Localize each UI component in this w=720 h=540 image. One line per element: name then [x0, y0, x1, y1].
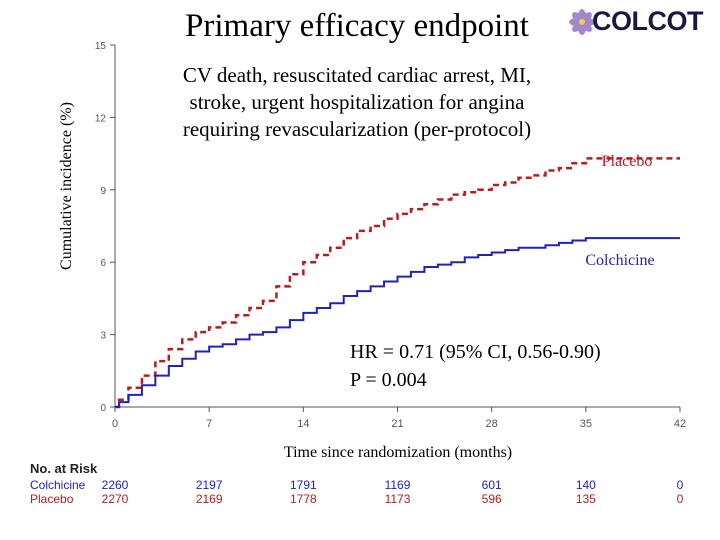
x-tick-label: 28 — [486, 418, 498, 430]
risk-cell: 1173 — [385, 492, 411, 506]
y-tick-label: 15 — [95, 41, 107, 52]
risk-cell: 2197 — [196, 478, 223, 492]
risk-cell: 140 — [576, 478, 596, 492]
y-tick-label: 0 — [100, 403, 106, 414]
subtitle-line-1: CV death, resuscitated cardiac arrest, M… — [183, 63, 531, 87]
y-axis-label: Cumulative incidence (%) — [58, 102, 75, 270]
logo-text: COLCOT — [592, 6, 704, 36]
risk-cell: 1169 — [385, 478, 411, 492]
x-axis-label: Time since randomization (months) — [284, 444, 512, 461]
label-colchicine: Colchicine — [585, 252, 654, 269]
risk-cell: 2260 — [102, 478, 129, 492]
risk-cell: 1778 — [290, 492, 317, 506]
page-title: Primary efficacy endpoint — [185, 8, 529, 44]
risk-row-label: Colchicine — [30, 478, 86, 492]
series-colchicine — [115, 237, 680, 408]
x-tick-label: 7 — [206, 418, 212, 430]
y-tick-label: 6 — [100, 258, 106, 269]
risk-cell: 2169 — [196, 492, 223, 506]
risk-cell: 135 — [576, 492, 596, 506]
x-tick-label: 0 — [112, 418, 118, 430]
x-tick-label: 42 — [674, 418, 686, 430]
x-tick-label: 21 — [391, 418, 403, 430]
label-placebo: Placebo — [602, 153, 653, 170]
risk-cell: 1791 — [290, 478, 317, 492]
subtitle-line-3: requiring revascularization (per-protoco… — [183, 117, 531, 141]
y-tick-label: 3 — [100, 331, 106, 342]
x-tick-label: 35 — [580, 418, 592, 430]
risk-cell: 2270 — [102, 492, 129, 506]
risk-cell: 601 — [482, 478, 502, 492]
x-tick-label: 14 — [297, 418, 309, 430]
risk-table-header: No. at Risk — [30, 461, 98, 476]
p-value: P = 0.004 — [350, 369, 427, 391]
y-tick-label: 12 — [95, 113, 107, 124]
risk-row-label: Placebo — [30, 492, 74, 506]
risk-cell: 0 — [677, 478, 684, 492]
flower-logo-icon — [569, 9, 595, 35]
hazard-ratio: HR = 0.71 (95% CI, 0.56-0.90) — [350, 341, 601, 363]
risk-cell: 596 — [482, 492, 502, 506]
y-tick-label: 9 — [100, 186, 106, 197]
colcot-logo: COLCOT — [562, 2, 720, 44]
subtitle-line-2: stroke, urgent hospitalization for angin… — [190, 90, 526, 114]
series-placebo — [115, 157, 680, 409]
risk-cell: 0 — [677, 492, 684, 506]
